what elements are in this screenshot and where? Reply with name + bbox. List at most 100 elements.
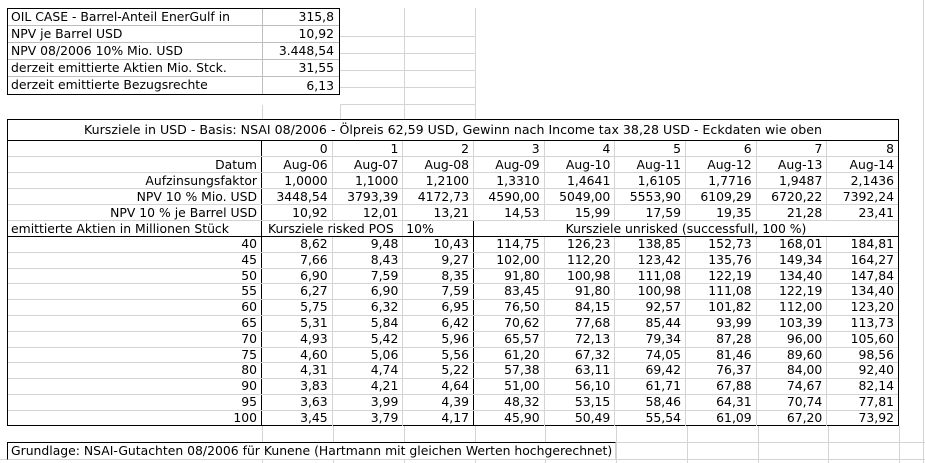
price-target-cell[interactable]: 77,81 xyxy=(858,394,894,409)
meta-value-cell[interactable]: 17,59 xyxy=(615,205,686,220)
price-target-cell[interactable]: 105,60 xyxy=(850,331,894,346)
price-target-cell[interactable]: 112,20 xyxy=(545,252,616,268)
price-target-cell[interactable]: 73,92 xyxy=(858,410,894,425)
price-target-cell[interactable]: 8,62 xyxy=(262,237,333,252)
price-target-cell[interactable]: 85,44 xyxy=(615,315,686,331)
price-target-cell[interactable]: 98,56 xyxy=(858,347,894,362)
price-target-cell[interactable]: 6,42 xyxy=(403,315,474,331)
period-header-cell[interactable]: 2 xyxy=(403,141,474,156)
meta-value-cell[interactable]: 1,6105 xyxy=(615,173,686,188)
price-target-cell[interactable]: 74,67 xyxy=(757,379,828,394)
price-target-cell[interactable]: 7,59 xyxy=(333,268,404,284)
shares-count-cell[interactable]: 80 xyxy=(8,363,262,379)
price-target-cell[interactable]: 6,27 xyxy=(262,284,333,300)
shares-count-cell[interactable]: 45 xyxy=(8,252,262,268)
price-target-cell[interactable]: 61,20 xyxy=(474,347,545,363)
price-target-cell[interactable]: 76,50 xyxy=(474,300,545,315)
price-target-cell[interactable]: 91,80 xyxy=(545,284,616,300)
price-target-cell[interactable]: 8,43 xyxy=(333,252,404,268)
meta-value-cell[interactable]: 14,53 xyxy=(474,205,545,220)
price-target-cell[interactable]: 3,45 xyxy=(262,410,333,426)
meta-value-cell[interactable]: 7392,24 xyxy=(842,189,894,204)
price-target-cell[interactable]: 100,98 xyxy=(545,268,616,284)
meta-value-cell[interactable]: Aug-13 xyxy=(757,157,828,172)
price-target-cell[interactable]: 64,31 xyxy=(686,394,757,410)
price-target-cell[interactable]: 100,98 xyxy=(615,284,686,300)
period-header-cell[interactable]: 1 xyxy=(333,141,404,156)
price-target-cell[interactable]: 58,46 xyxy=(615,394,686,410)
meta-value-cell[interactable]: 3448,54 xyxy=(262,189,333,204)
price-target-cell[interactable]: 126,23 xyxy=(545,237,616,252)
price-target-cell[interactable]: 87,28 xyxy=(686,331,757,347)
price-target-cell[interactable]: 84,00 xyxy=(757,363,828,379)
price-target-cell[interactable]: 4,64 xyxy=(403,379,474,394)
price-target-cell[interactable]: 147,84 xyxy=(850,268,894,283)
price-target-cell[interactable]: 6,95 xyxy=(403,300,474,315)
price-target-cell[interactable]: 76,37 xyxy=(686,363,757,379)
price-target-cell[interactable]: 91,80 xyxy=(474,268,545,284)
price-target-cell[interactable]: 5,56 xyxy=(403,347,474,363)
price-target-cell[interactable]: 3,63 xyxy=(262,394,333,410)
meta-value-cell[interactable]: 1,2100 xyxy=(403,173,474,188)
price-target-cell[interactable]: 4,17 xyxy=(403,410,474,426)
meta-value-cell[interactable]: Aug-12 xyxy=(686,157,757,172)
price-target-cell[interactable]: 74,05 xyxy=(615,347,686,363)
meta-value-cell[interactable]: Aug-14 xyxy=(849,157,894,172)
price-target-cell[interactable]: 9,48 xyxy=(333,237,404,252)
price-target-cell[interactable]: 3,99 xyxy=(333,394,404,410)
shares-count-cell[interactable]: 55 xyxy=(8,284,262,300)
price-target-cell[interactable]: 77,68 xyxy=(545,315,616,331)
price-target-cell[interactable]: 111,08 xyxy=(686,284,757,300)
price-target-cell[interactable]: 7,59 xyxy=(403,284,474,300)
price-target-cell[interactable]: 4,93 xyxy=(262,331,333,347)
price-target-cell[interactable]: 83,45 xyxy=(474,284,545,300)
shares-count-cell[interactable]: 65 xyxy=(8,315,262,331)
meta-value-cell[interactable]: 4172,73 xyxy=(403,189,474,204)
meta-value-cell[interactable]: 1,0000 xyxy=(262,173,333,188)
shares-count-cell[interactable]: 95 xyxy=(8,394,262,410)
price-target-cell[interactable]: 5,84 xyxy=(333,315,404,331)
price-target-cell[interactable]: 67,32 xyxy=(545,347,616,363)
price-target-cell[interactable]: 122,19 xyxy=(757,284,828,300)
price-target-cell[interactable]: 4,21 xyxy=(333,379,404,394)
price-target-cell[interactable]: 61,09 xyxy=(686,410,757,426)
meta-value-cell[interactable]: 1,3310 xyxy=(474,173,545,188)
price-target-cell[interactable]: 70,74 xyxy=(757,394,828,410)
price-target-cell[interactable]: 103,39 xyxy=(757,315,828,331)
shares-count-cell[interactable]: 90 xyxy=(8,379,262,394)
price-target-cell[interactable]: 3,79 xyxy=(333,410,404,426)
price-target-cell[interactable]: 63,11 xyxy=(545,363,616,379)
price-target-cell[interactable]: 4,74 xyxy=(333,363,404,379)
meta-value-cell[interactable]: 6720,22 xyxy=(757,189,828,204)
price-target-cell[interactable]: 4,60 xyxy=(262,347,333,363)
price-target-cell[interactable]: 5,96 xyxy=(403,331,474,347)
price-target-cell[interactable]: 45,90 xyxy=(474,410,545,426)
period-header-cell[interactable]: 7 xyxy=(757,141,828,156)
price-target-cell[interactable]: 6,32 xyxy=(333,300,404,315)
price-target-cell[interactable]: 114,75 xyxy=(474,237,545,252)
price-target-cell[interactable]: 101,82 xyxy=(686,300,757,315)
price-target-cell[interactable]: 111,08 xyxy=(615,268,686,284)
meta-value-cell[interactable]: 12,01 xyxy=(333,205,404,220)
period-header-cell[interactable]: 6 xyxy=(686,141,757,156)
summary-value-cell[interactable]: 31,55 xyxy=(262,60,339,76)
meta-value-cell[interactable]: 5049,00 xyxy=(545,189,616,204)
period-header-cell[interactable]: 0 xyxy=(262,141,333,156)
price-target-cell[interactable]: 48,32 xyxy=(474,394,545,410)
price-target-cell[interactable]: 51,00 xyxy=(474,379,545,394)
price-target-cell[interactable]: 67,20 xyxy=(757,410,828,426)
price-target-cell[interactable]: 6,90 xyxy=(262,268,333,284)
summary-value-cell[interactable]: 315,8 xyxy=(262,9,339,25)
price-target-cell[interactable]: 8,35 xyxy=(403,268,474,284)
meta-value-cell[interactable]: 2,1436 xyxy=(850,173,894,188)
shares-count-cell[interactable]: 70 xyxy=(8,331,262,347)
meta-value-cell[interactable]: 23,41 xyxy=(858,205,894,220)
meta-value-cell[interactable]: Aug-07 xyxy=(333,157,404,172)
meta-value-cell[interactable]: Aug-09 xyxy=(474,157,545,172)
price-target-cell[interactable]: 184,81 xyxy=(850,237,894,251)
price-target-cell[interactable]: 164,27 xyxy=(850,252,894,267)
price-target-cell[interactable]: 55,54 xyxy=(615,410,686,426)
price-target-cell[interactable]: 122,19 xyxy=(686,268,757,284)
shares-count-cell[interactable]: 50 xyxy=(8,268,262,284)
shares-count-cell[interactable]: 100 xyxy=(8,410,262,426)
